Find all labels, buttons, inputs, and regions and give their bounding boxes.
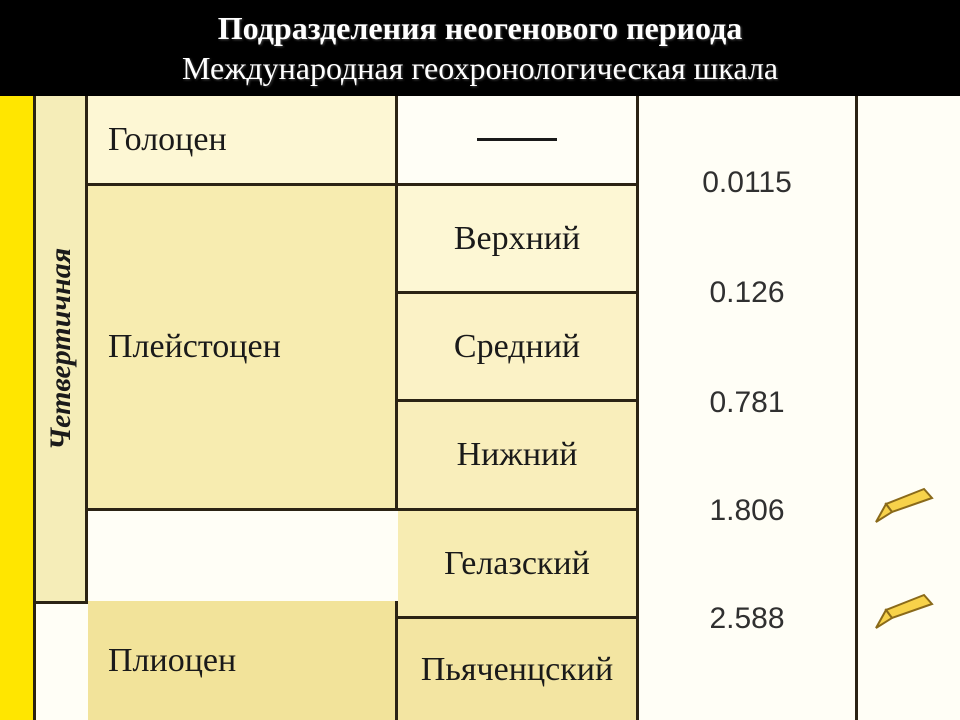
title-block: Подразделения неогенового периода Междун…	[0, 0, 960, 96]
age-column: 0.0115 0.126 0.781 1.806 2.588	[636, 96, 858, 720]
stage-middle-label: Средний	[454, 328, 580, 366]
stage-piacenzian-label: Пьяченцский	[421, 651, 613, 689]
epoch-holocene-label: Голоцен	[108, 121, 227, 159]
stage-upper: Верхний	[398, 186, 636, 294]
slide: Подразделения неогенового периода Междун…	[0, 0, 960, 720]
epoch-holocene: Голоцен	[88, 96, 398, 186]
stage-piacenzian: Пьяченцский	[398, 619, 636, 720]
stage-gelasian: Гелазский	[398, 511, 636, 619]
stage-column: Верхний Средний Нижний Гелазский Пьяченц…	[398, 96, 636, 720]
period-color-bar	[0, 96, 36, 720]
chart-area: Четвертичная Голоцен Плейстоцен Плиоцен	[0, 96, 960, 720]
system-column: Четвертичная	[36, 96, 88, 604]
epoch-pliocene: Плиоцен	[88, 601, 398, 720]
age-0-781: 0.781	[639, 386, 855, 420]
stage-lower: Нижний	[398, 402, 636, 511]
gssp-spike-icon	[874, 590, 934, 640]
title-line-2: Международная геохронологическая шкала	[0, 48, 960, 88]
epoch-pleistocene: Плейстоцен	[88, 186, 398, 511]
stage-upper-label: Верхний	[454, 220, 580, 258]
system-label: Четвертичная	[44, 247, 78, 450]
geologic-table: Четвертичная Голоцен Плейстоцен Плиоцен	[0, 96, 960, 720]
gssp-spike-icon	[874, 484, 934, 534]
gssp-column	[858, 96, 960, 720]
stage-holocene-dash	[398, 96, 636, 186]
stage-gelasian-label: Гелазский	[444, 545, 590, 583]
age-0-0115: 0.0115	[639, 166, 855, 200]
epoch-pleistocene-label: Плейстоцен	[108, 328, 281, 366]
dash-icon	[477, 138, 557, 141]
epoch-column: Голоцен Плейстоцен Плиоцен	[88, 96, 398, 720]
stage-lower-label: Нижний	[457, 436, 578, 474]
age-1-806: 1.806	[639, 494, 855, 528]
stage-middle: Средний	[398, 294, 636, 402]
title-line-1: Подразделения неогенового периода	[0, 8, 960, 48]
age-0-126: 0.126	[639, 276, 855, 310]
epoch-pliocene-label: Плиоцен	[108, 642, 236, 680]
age-2-588: 2.588	[639, 602, 855, 636]
